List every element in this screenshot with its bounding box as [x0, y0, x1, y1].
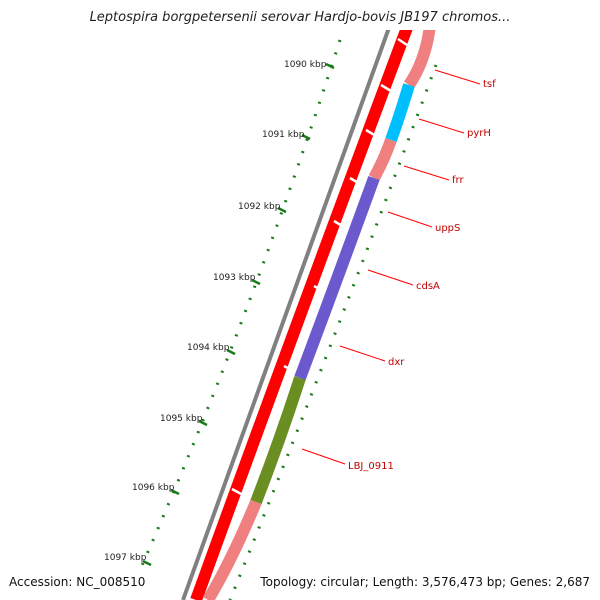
tick-mark [170, 488, 180, 496]
gene-labels[interactable]: tsf pyrH frr uppS cdsA dxr LBJ_0911 [301, 69, 496, 472]
backbone-line [181, 30, 391, 600]
tick-label: 1091 kbp [262, 130, 305, 140]
tick-label: 1093 kbp [213, 273, 256, 283]
tick-label: 1094 kbp [187, 343, 230, 353]
gene-leader-line [339, 345, 386, 362]
tick-label: 1095 kbp [160, 414, 203, 424]
tick-mark [251, 278, 261, 286]
tick-label: 1097 kbp [104, 553, 147, 563]
tick-mark [277, 206, 287, 214]
gene-leader-line [434, 69, 481, 85]
gene-label-cdsA[interactable]: cdsA [416, 281, 440, 292]
reverse-segment-frr [368, 137, 397, 181]
kbp-scale: 1090 kbp 1091 kbp 1092 kbp 1093 kbp 1094… [104, 60, 335, 567]
gene-leader-line [418, 118, 465, 134]
reverse-segment-tsf [403, 30, 436, 89]
forward-strand-track [190, 30, 413, 600]
gene-label-uppS[interactable]: uppS [435, 223, 460, 234]
gene-label-LBJ_0911[interactable]: LBJ_0911 [348, 461, 394, 472]
reverse-segment-tail [202, 499, 262, 600]
topology-summary-text: Topology: circular; Length: 3,576,473 bp… [260, 575, 590, 589]
tick-label: 1090 kbp [284, 60, 327, 70]
gene-leader-line [387, 211, 433, 228]
reverse-segment-uppS-cdsA-dxr [294, 175, 380, 381]
gc-skew-track-inner [228, 64, 438, 600]
tick-label: 1092 kbp [238, 202, 281, 212]
accession-text: Accession: NC_008510 [9, 575, 146, 589]
tick-mark [226, 348, 236, 356]
reverse-segment-LBJ_0911 [250, 376, 306, 505]
tick-mark [198, 419, 208, 427]
gene-leader-line [367, 269, 414, 286]
tick-label: 1096 kbp [132, 483, 175, 493]
gene-leader-line [403, 165, 450, 181]
gene-label-pyrH[interactable]: pyrH [467, 128, 491, 139]
map-title: Leptospira borgpetersenii serovar Hardjo… [89, 10, 511, 25]
gene-label-tsf[interactable]: tsf [483, 79, 496, 90]
tick-mark [142, 559, 152, 567]
gene-leader-line [301, 448, 346, 465]
gene-label-frr[interactable]: frr [452, 175, 464, 186]
reverse-segment-pyrH [385, 83, 415, 143]
tick-mark [301, 133, 311, 141]
gene-label-dxr[interactable]: dxr [388, 357, 405, 368]
forward-gene-separators [231, 37, 408, 497]
tick-mark [325, 62, 335, 70]
